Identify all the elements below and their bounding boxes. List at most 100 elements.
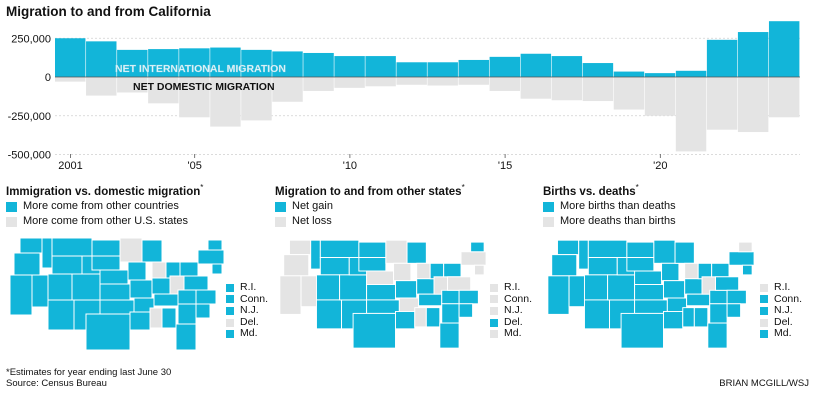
state-shape	[416, 262, 431, 280]
state-shape	[709, 303, 728, 324]
series-label-international: NET INTERNATIONAL MIGRATION	[115, 63, 286, 75]
us-map-births	[547, 239, 755, 349]
legend-label: Net loss	[292, 215, 332, 227]
footnote: *Estimates for year ending last June 30 …	[6, 367, 171, 389]
bar-domestic	[117, 77, 148, 93]
x-tick-label: '20	[653, 160, 667, 172]
x-tick-label: 2001	[58, 160, 82, 172]
chart-title: Migration to and from California	[6, 4, 211, 19]
state-shape	[693, 307, 709, 328]
small-state-swatch	[226, 318, 234, 327]
bar-international	[458, 59, 489, 77]
state-shape	[91, 255, 121, 271]
state-shape	[607, 274, 636, 301]
bar-international	[55, 38, 86, 77]
state-shape	[458, 303, 474, 318]
small-state-swatch	[490, 306, 498, 315]
bar-domestic	[768, 77, 800, 118]
state-shape	[99, 269, 129, 285]
x-tick-label: '15	[498, 160, 512, 172]
y-tick-label: 0	[45, 72, 51, 84]
state-shape	[153, 293, 179, 307]
state-shape	[634, 299, 668, 314]
state-shape	[663, 311, 684, 330]
state-shape	[742, 264, 753, 276]
small-state-label: Conn.	[774, 292, 803, 305]
bar-international	[582, 63, 614, 77]
state-shape	[474, 264, 485, 276]
state-shape	[85, 313, 131, 351]
bar-domestic	[706, 77, 738, 130]
small-state-label: N.J.	[774, 304, 793, 317]
state-shape	[366, 284, 396, 301]
state-shape	[653, 239, 676, 264]
small-state-label: R.I.	[774, 281, 791, 293]
small-state-label: Conn.	[240, 292, 269, 305]
panel-title-immigration: Immigration vs. domestic migration*	[6, 183, 204, 198]
bar-domestic	[55, 77, 86, 82]
bar-domestic	[489, 77, 521, 91]
state-shape	[551, 254, 578, 277]
bar-international	[86, 41, 117, 77]
bar-international	[117, 49, 148, 77]
state-shape	[674, 241, 695, 264]
bar-domestic	[365, 77, 396, 87]
state-shape	[634, 284, 664, 301]
migration-bar-chart: 250,000 0 -250,000 -500,000 2001 '05 '10 '15 '20…	[8, 21, 800, 172]
state-shape	[406, 241, 427, 264]
small-state-swatch	[490, 318, 498, 327]
state-shape	[738, 241, 753, 253]
state-shape	[726, 289, 747, 305]
state-shape	[395, 311, 416, 330]
state-shape	[728, 251, 755, 266]
state-shape	[315, 299, 343, 330]
state-shape	[395, 280, 418, 299]
legend-domestic: Net gain Net loss	[275, 199, 333, 229]
state-shape	[385, 239, 408, 264]
small-state-swatch	[760, 283, 768, 292]
state-shape	[300, 275, 317, 308]
state-shape	[310, 239, 321, 270]
bar-domestic	[582, 77, 614, 102]
panel-title-births: Births vs. deaths*	[543, 183, 639, 198]
bar-domestic	[644, 77, 676, 116]
state-shape	[358, 257, 387, 272]
x-tick-label: '05	[188, 160, 202, 172]
bar-international	[768, 21, 800, 77]
state-shape	[682, 307, 695, 328]
state-shape	[441, 289, 460, 305]
bar-domestic	[86, 77, 117, 96]
state-shape	[447, 276, 472, 291]
state-shape	[119, 237, 143, 263]
bar-international	[706, 39, 738, 77]
bar-international	[520, 53, 552, 77]
small-state-label: Md.	[240, 327, 258, 340]
state-shape	[663, 280, 686, 299]
state-shape	[283, 254, 310, 277]
small-state-label: Del.	[240, 315, 259, 328]
state-shape	[684, 278, 703, 295]
state-shape	[13, 252, 41, 276]
small-state-swatch	[226, 295, 234, 304]
y-tick-label: 250,000	[11, 33, 51, 45]
small-state-swatch	[226, 330, 234, 339]
legend-label: More deaths than births	[560, 215, 676, 227]
state-shape	[439, 322, 460, 349]
state-shape	[141, 239, 163, 263]
legend-swatch	[275, 216, 286, 227]
footnote-source: Source: Census Bureau	[6, 378, 107, 389]
bar-domestic	[334, 77, 365, 88]
small-state-label: Md.	[774, 327, 792, 340]
small-state-swatch	[760, 306, 768, 315]
state-shape	[47, 299, 75, 331]
legend-immigration: More come from other countries More come…	[6, 199, 188, 229]
us-map-domestic	[279, 239, 487, 349]
bar-international	[179, 48, 210, 77]
state-shape	[149, 307, 163, 329]
state-shape	[289, 239, 312, 256]
state-shape	[207, 239, 223, 251]
bar-international	[148, 49, 179, 77]
state-shape	[416, 278, 435, 295]
legend-label: Net gain	[292, 200, 333, 212]
state-shape	[161, 307, 177, 329]
